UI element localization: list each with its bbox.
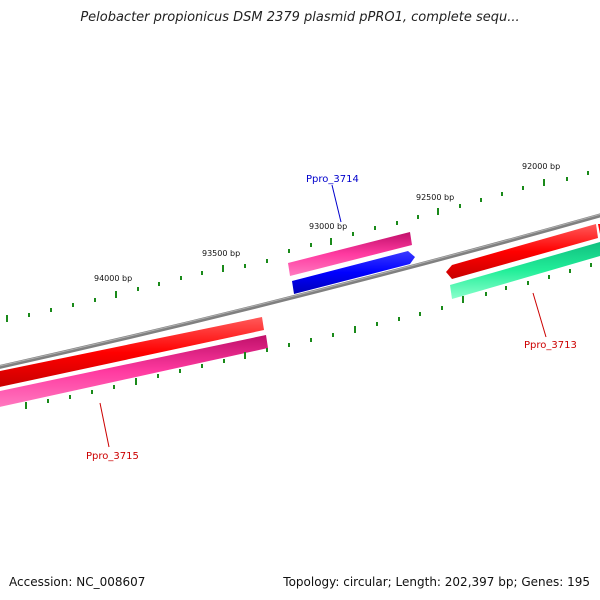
map-title: Pelobacter propionicus DSM 2379 plasmid … (80, 10, 520, 25)
gene-label-ppro-3713[interactable]: Ppro_3713 (524, 340, 577, 351)
gene-arrow-red-right[interactable] (446, 224, 598, 279)
tick-minor (310, 243, 312, 247)
tick-minor (396, 221, 398, 225)
inner-ticks (25, 263, 592, 409)
gene-label-ppro-3715[interactable]: Ppro_3715 (86, 451, 139, 462)
tick-minor (587, 171, 589, 175)
tick-minor (352, 232, 354, 236)
leader-line-ppro-3715 (99, 402, 110, 448)
tick-minor (485, 292, 487, 296)
tick-minor (459, 204, 461, 208)
tick-minor (288, 249, 290, 253)
tick-minor (113, 385, 115, 389)
tick-minor (288, 343, 290, 347)
tick-minor (244, 264, 246, 268)
tick-minor (548, 275, 550, 279)
tick-minor (201, 271, 203, 275)
tick-minor (47, 399, 49, 403)
tick-minor (417, 215, 419, 219)
ruler-label-93000: 93000 bp (309, 222, 347, 231)
tick-minor (157, 374, 159, 378)
tick-major (25, 402, 27, 409)
tick-minor (501, 192, 503, 196)
tick-major (437, 208, 439, 215)
accession-text: Accession: NC_008607 (9, 575, 146, 589)
tick-minor (505, 286, 507, 290)
tick-minor (376, 322, 378, 326)
ruler-label-92000: 92000 bp (522, 162, 560, 171)
tick-major (6, 315, 8, 322)
plasmid-backbone (0, 213, 600, 369)
tick-major (462, 296, 464, 303)
ruler-label-93500: 93500 bp (202, 249, 240, 258)
leader-line-ppro-3713 (532, 292, 547, 338)
tick-minor (419, 312, 421, 316)
tick-minor (310, 338, 312, 342)
tick-minor (590, 263, 592, 267)
tick-minor (158, 282, 160, 286)
tick-minor (69, 395, 71, 399)
gene-arrow-blue-middle[interactable] (292, 251, 415, 294)
tick-minor (522, 186, 524, 190)
tick-minor (137, 287, 139, 291)
tick-minor (374, 226, 376, 230)
topology-summary: Topology: circular; Length: 202,397 bp; … (283, 575, 590, 589)
gene-label-ppro-3714[interactable]: Ppro_3714 (306, 174, 359, 185)
ruler-label-92500: 92500 bp (416, 193, 454, 202)
tick-major (135, 378, 137, 385)
tick-major (354, 326, 356, 333)
gene-arrow-green-right[interactable] (450, 242, 600, 299)
tick-minor (91, 390, 93, 394)
tick-minor (266, 348, 268, 352)
tick-major (543, 179, 545, 186)
backbone-highlight (0, 213, 600, 367)
tick-major (222, 265, 224, 272)
tick-minor (72, 303, 74, 307)
tick-minor (566, 177, 568, 181)
tick-minor (223, 359, 225, 363)
tick-minor (332, 333, 334, 337)
tick-minor (50, 308, 52, 312)
tick-major (330, 238, 332, 245)
tick-minor (266, 259, 268, 263)
gene-arrow-pink-middle[interactable] (288, 232, 412, 276)
gene-arrow-pink-left[interactable] (0, 335, 268, 408)
tick-minor (180, 276, 182, 280)
tick-major (244, 352, 246, 359)
tick-minor (527, 281, 529, 285)
tick-minor (201, 364, 203, 368)
ruler-label-94000: 94000 bp (94, 274, 132, 283)
tick-minor (569, 269, 571, 273)
gene-arrow-red-left[interactable] (0, 317, 264, 388)
tick-minor (441, 306, 443, 310)
tick-minor (480, 198, 482, 202)
tick-minor (94, 298, 96, 302)
tick-minor (179, 369, 181, 373)
tick-minor (398, 317, 400, 321)
leader-line-ppro-3714 (331, 184, 342, 223)
outer-ticks (6, 171, 589, 322)
tick-minor (28, 313, 30, 317)
tick-major (115, 291, 117, 298)
